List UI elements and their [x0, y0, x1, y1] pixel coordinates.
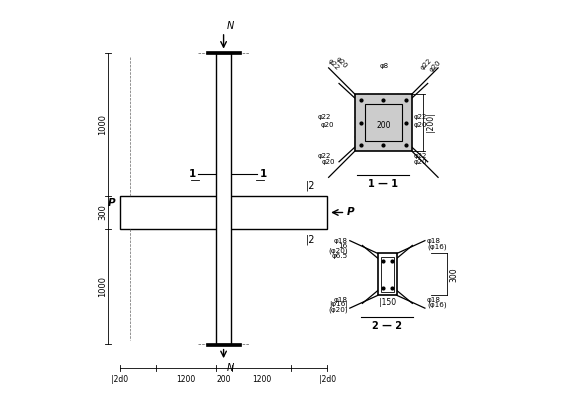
Text: φ20: φ20	[321, 159, 334, 164]
Text: φ22: φ22	[414, 114, 427, 119]
Text: φ20: φ20	[414, 159, 428, 164]
Text: 1000: 1000	[99, 276, 108, 297]
Text: 1 — 1: 1 — 1	[368, 179, 399, 189]
Bar	[355, 94, 412, 151]
Bar	[381, 257, 394, 292]
Text: N: N	[227, 21, 234, 31]
Text: φ20: φ20	[320, 122, 334, 128]
Text: 200: 200	[216, 375, 231, 384]
Text: φ22: φ22	[414, 153, 427, 160]
Text: φ20: φ20	[414, 122, 428, 128]
Text: (φ20): (φ20)	[328, 248, 348, 254]
Bar	[365, 104, 402, 141]
Text: P: P	[108, 198, 115, 207]
Bar	[206, 51, 241, 54]
Text: φ20: φ20	[428, 59, 442, 73]
Text: φ22: φ22	[318, 114, 332, 119]
Text: 16: 16	[338, 243, 348, 249]
Text: 1200: 1200	[176, 375, 195, 384]
Text: φ22: φ22	[318, 153, 332, 160]
Text: |φ16|: |φ16|	[329, 301, 348, 308]
Text: 1: 1	[260, 168, 267, 179]
Text: φ8: φ8	[379, 63, 388, 69]
Bar	[120, 196, 328, 230]
Text: N: N	[227, 362, 234, 373]
Text: φ18: φ18	[427, 296, 441, 303]
Bar	[378, 254, 397, 295]
Text: (φ20): (φ20)	[328, 307, 348, 313]
Text: φ22: φ22	[419, 57, 433, 71]
Text: 2 — 2: 2 — 2	[372, 320, 403, 330]
Bar	[206, 343, 241, 346]
Text: 1: 1	[189, 168, 195, 179]
Text: φ18: φ18	[334, 238, 348, 244]
Text: φ18: φ18	[427, 238, 441, 244]
Text: |150: |150	[379, 298, 396, 307]
Text: 300: 300	[449, 267, 458, 282]
Text: 1000: 1000	[99, 114, 108, 134]
Bar	[216, 53, 231, 344]
Text: 200: 200	[376, 122, 391, 130]
Text: 1200: 1200	[252, 375, 271, 384]
Text: |2d0: |2d0	[319, 375, 336, 384]
Text: P: P	[347, 207, 354, 217]
Text: |200|: |200|	[426, 113, 435, 132]
Text: |2: |2	[306, 180, 315, 191]
Text: |2: |2	[306, 234, 315, 245]
Text: (φ16): (φ16)	[427, 301, 446, 308]
Text: φ6.5: φ6.5	[332, 253, 348, 259]
Text: φ20: φ20	[335, 56, 348, 70]
Text: φ22: φ22	[327, 58, 341, 72]
Text: |2d0: |2d0	[111, 375, 128, 384]
Text: φ18: φ18	[334, 296, 348, 303]
Text: (φ16): (φ16)	[427, 243, 446, 249]
Text: 300: 300	[99, 205, 108, 220]
